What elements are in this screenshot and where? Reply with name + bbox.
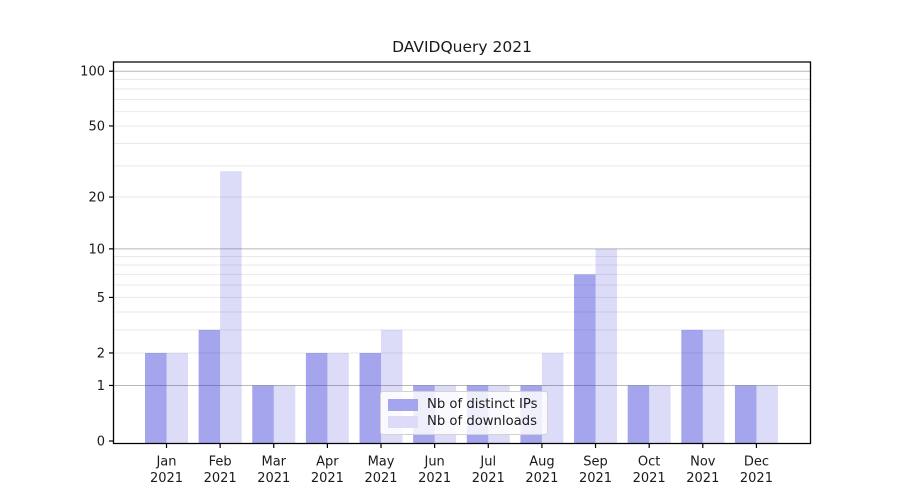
legend-label-distinct-ips: Nb of distinct IPs bbox=[427, 396, 538, 412]
chart-title: DAVIDQuery 2021 bbox=[392, 38, 532, 56]
bar-distinct-ips-nov bbox=[681, 329, 703, 444]
bar-distinct-ips-feb bbox=[198, 329, 221, 444]
legend-item-downloads: Nb of downloads bbox=[388, 414, 538, 430]
bar-distinct-ips-jan bbox=[145, 352, 167, 444]
legend-swatch-downloads bbox=[388, 415, 418, 428]
bar-distinct-ips-dec bbox=[734, 385, 757, 444]
y-tick-label: 20 bbox=[88, 191, 105, 206]
bar-downloads-sep bbox=[595, 248, 618, 444]
bar-downloads-mar bbox=[273, 385, 296, 444]
plot-border bbox=[112, 61, 812, 445]
legend-label-downloads: Nb of downloads bbox=[427, 413, 537, 429]
plot-spines bbox=[112, 61, 812, 445]
x-tick-label-month: Jun bbox=[423, 455, 444, 470]
axis-tick-labels: 0125102050100Jan2021Feb2021Mar2021Apr202… bbox=[80, 65, 773, 486]
bar-distinct-ips-sep bbox=[574, 274, 596, 444]
y-tick-label: 10 bbox=[88, 242, 105, 257]
axis-ticks bbox=[109, 70, 758, 448]
x-tick-label-year: 2021 bbox=[686, 471, 719, 486]
x-tick-label-year: 2021 bbox=[311, 471, 344, 486]
x-tick-label-month: Sep bbox=[583, 455, 608, 470]
gridlines-major bbox=[113, 70, 811, 386]
x-tick-label-year: 2021 bbox=[740, 471, 773, 486]
bar-downloads-dec bbox=[756, 385, 778, 444]
legend-item-distinct-ips: Nb of distinct IPs bbox=[388, 397, 538, 413]
x-tick-label-month: Feb bbox=[209, 455, 232, 470]
x-tick-label-month: Aug bbox=[529, 455, 554, 470]
y-tick-label: 5 bbox=[97, 291, 105, 306]
x-tick-label-year: 2021 bbox=[418, 471, 451, 486]
bar-distinct-ips-oct bbox=[627, 385, 650, 444]
x-tick-label-year: 2021 bbox=[364, 471, 397, 486]
x-tick-label-month: Jul bbox=[479, 455, 496, 470]
x-tick-label-year: 2021 bbox=[150, 471, 183, 486]
y-tick-label: 2 bbox=[97, 346, 105, 361]
x-tick-label-month: Oct bbox=[638, 455, 660, 470]
x-tick-label-year: 2021 bbox=[257, 471, 290, 486]
x-tick-label-year: 2021 bbox=[633, 471, 666, 486]
bar-distinct-ips-mar bbox=[252, 385, 274, 444]
x-tick-label-month: Nov bbox=[690, 455, 716, 470]
bar-downloads-oct bbox=[649, 385, 671, 444]
y-tick-label: 100 bbox=[80, 65, 105, 80]
legend-swatch-distinct-ips bbox=[388, 398, 418, 411]
x-tick-label-year: 2021 bbox=[579, 471, 612, 486]
bar-downloads-feb bbox=[220, 171, 242, 444]
x-tick-label-year: 2021 bbox=[472, 471, 505, 486]
x-tick-label-month: Mar bbox=[261, 455, 286, 470]
legend: Nb of distinct IPs Nb of downloads bbox=[380, 391, 548, 435]
gridlines-minor bbox=[113, 79, 811, 354]
x-tick-label-month: Apr bbox=[316, 455, 339, 470]
x-tick-label-month: Jan bbox=[155, 455, 176, 470]
bar-downloads-jan bbox=[166, 352, 188, 444]
bar-downloads-apr bbox=[327, 352, 349, 444]
x-tick-label-year: 2021 bbox=[525, 471, 558, 486]
x-tick-label-year: 2021 bbox=[204, 471, 237, 486]
x-tick-label-month: Dec bbox=[744, 455, 769, 470]
x-tick-label-month: May bbox=[368, 455, 395, 470]
y-tick-label: 50 bbox=[88, 119, 105, 134]
bar-distinct-ips-may bbox=[359, 352, 382, 444]
bar-downloads-nov bbox=[702, 329, 725, 444]
y-tick-label: 1 bbox=[97, 379, 105, 394]
y-tick-label: 0 bbox=[97, 435, 105, 450]
bar-distinct-ips-apr bbox=[305, 352, 328, 444]
